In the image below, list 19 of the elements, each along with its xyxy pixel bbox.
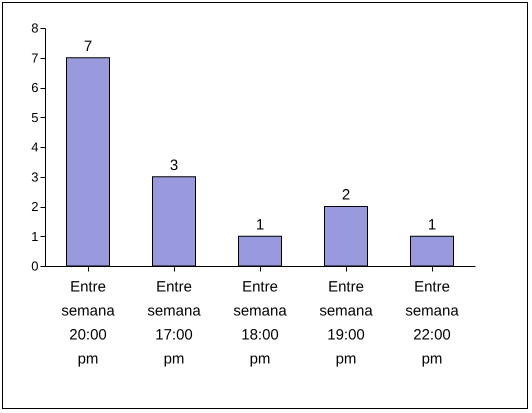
data-label: 1 [428,216,436,234]
x-tick-label: Entre semana 18:00 pm [233,278,288,368]
y-tick-label: 0 [31,258,38,274]
y-tick-label: 8 [31,20,38,36]
x-tick-label: Entre semana 22:00 pm [405,278,460,368]
y-tick-label: 1 [31,228,38,244]
data-label: 1 [256,216,264,234]
data-label: 3 [170,156,178,174]
y-tick-label: 3 [31,169,38,184]
data-label: 7 [84,38,92,55]
x-tick-label: Entre semana 19:00 pm [319,278,374,368]
x-tick-label: Entre semana 20:00 pm [61,278,116,368]
data-label: 2 [342,186,350,204]
y-tick-label: 2 [31,199,38,214]
y-tick-label: 4 [31,140,38,154]
y-tick-label: 5 [31,110,38,125]
x-tick-label: Entre semana 17:00 pm [147,278,202,368]
y-tick-label: 7 [31,50,38,66]
y-tick-label: 6 [31,80,38,95]
